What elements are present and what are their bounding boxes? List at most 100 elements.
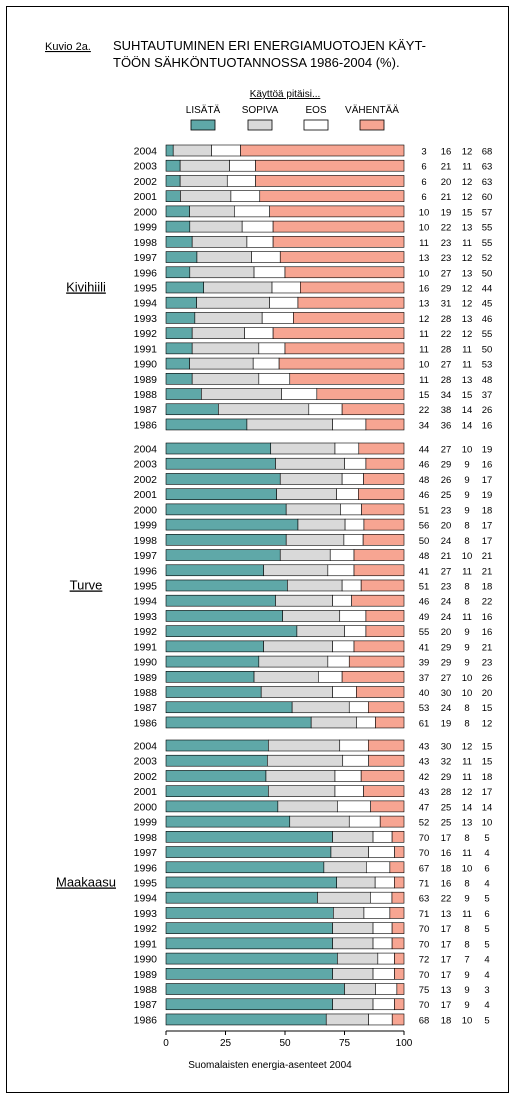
value-label: 6 <box>421 162 426 173</box>
value-label: 61 <box>419 718 430 729</box>
bar-segment-vähentää <box>363 518 405 531</box>
bar-segment-eos <box>229 159 256 172</box>
year-label: 1989 <box>134 969 158 981</box>
bar-segment-eos <box>258 372 291 385</box>
value-label: 42 <box>419 772 430 783</box>
year-label: 2000 <box>134 206 158 218</box>
bar-segment-sopiva <box>333 907 365 919</box>
value-label: 9 <box>464 894 469 905</box>
value-label: 10 <box>462 688 473 699</box>
year-label: 1987 <box>134 999 158 1011</box>
legend-label-1: LISÄTÄ <box>186 104 221 116</box>
value-label: 8 <box>464 597 469 608</box>
value-label: 29 <box>441 772 452 783</box>
year-label: 1994 <box>134 298 158 310</box>
value-label: 12 <box>462 329 473 340</box>
bar-segment-eos <box>336 488 359 500</box>
value-label: 14 <box>462 420 473 431</box>
bar-segment-lisätä <box>165 327 193 339</box>
group-kivihiili: 2004 3 16 12 68 2003 6 21 11 63 2002 6 20 12 63 2001 6 21… <box>66 144 493 431</box>
value-label: 52 <box>482 253 493 264</box>
bar-segment-vähentää <box>358 488 405 500</box>
year-label: 1994 <box>134 893 158 905</box>
value-label: 11 <box>462 612 472 623</box>
bar-segment-lisätä <box>165 418 248 431</box>
bar-segment-vähentää <box>341 403 405 416</box>
bar-segment-lisätä <box>165 403 219 416</box>
caption-label: Kuvio 2a. <box>45 41 91 53</box>
value-label: 8 <box>464 703 469 714</box>
bar-segment-sopiva <box>179 159 230 172</box>
year-label: 1992 <box>134 328 158 340</box>
bar-segment-lisätä <box>165 701 293 714</box>
bar-segment-lisätä <box>165 861 325 874</box>
value-label: 18 <box>482 505 493 516</box>
bar-segment-sopiva <box>189 220 243 233</box>
value-label: 16 <box>482 627 493 638</box>
bar-segment-sopiva <box>191 372 260 385</box>
year-label: 2001 <box>134 786 158 798</box>
value-label: 31 <box>441 299 452 310</box>
value-label: 63 <box>419 894 430 905</box>
value-label: 50 <box>419 536 430 547</box>
bar-segment-vähentää <box>391 891 405 904</box>
bar-segment-lisätä <box>165 846 332 858</box>
bar-segment-eos <box>365 861 391 874</box>
year-label: 1999 <box>134 817 158 829</box>
bar-segment-lisätä <box>165 937 333 950</box>
value-label: 5 <box>484 833 489 844</box>
year-label: 2003 <box>134 161 158 173</box>
year-label: 1987 <box>134 404 158 416</box>
value-label: 46 <box>419 460 430 471</box>
value-label: 11 <box>419 238 429 249</box>
bar-segment-vähentää <box>351 594 405 607</box>
value-label: 8 <box>464 924 469 935</box>
value-label: 68 <box>419 1015 430 1026</box>
value-label: 13 <box>441 985 452 996</box>
year-label: 2004 <box>134 741 158 753</box>
value-label: 25 <box>441 490 452 501</box>
value-label: 46 <box>419 597 430 608</box>
bar-segment-lisätä <box>165 534 287 546</box>
source-note: Suomalaisten energia-asenteet 2004 <box>188 1060 352 1071</box>
value-label: 5 <box>484 924 489 935</box>
value-label: 11 <box>462 162 472 173</box>
bar-segment-sopiva <box>191 327 245 339</box>
value-label: 22 <box>441 223 452 234</box>
year-label: 1995 <box>134 580 158 592</box>
value-label: 6 <box>484 863 489 874</box>
value-label: 13 <box>462 375 473 386</box>
bar-segment-sopiva <box>218 403 310 416</box>
bar-segment-lisätä <box>165 159 181 172</box>
bar-segment-sopiva <box>191 236 248 248</box>
value-label: 15 <box>482 742 493 753</box>
value-label: 28 <box>441 787 452 798</box>
bar-segment-lisätä <box>165 998 333 1011</box>
legend: LISÄTÄ SOPIVA EOS VÄHENTÄÄ <box>186 104 399 131</box>
bar-segment-vähentää <box>365 457 405 470</box>
year-label: 1986 <box>134 419 158 431</box>
bar-segment-lisätä <box>165 357 190 370</box>
bar-segment-eos <box>372 831 393 843</box>
bar-segment-sopiva <box>310 716 357 729</box>
value-label: 26 <box>482 405 493 416</box>
bar-segment-vähentää <box>389 861 405 874</box>
value-label: 3 <box>421 147 426 158</box>
value-label: 23 <box>441 505 452 516</box>
bar-segment-eos <box>261 312 294 324</box>
bar-segment-vähentää <box>278 357 405 370</box>
bar-segment-sopiva <box>275 457 345 470</box>
value-label: 4 <box>484 955 489 966</box>
value-label: 5 <box>484 894 489 905</box>
value-label: 9 <box>464 460 469 471</box>
value-label: 67 <box>419 863 430 874</box>
bar-segment-lisätä <box>165 770 267 782</box>
bar-segment-eos <box>308 403 343 416</box>
group-label-kivihiili: Kivihiili <box>66 279 106 294</box>
value-label: 28 <box>441 375 452 386</box>
bar-segment-sopiva <box>287 579 343 592</box>
value-label: 16 <box>482 612 493 623</box>
value-label: 3 <box>484 985 489 996</box>
value-label: 13 <box>462 818 473 829</box>
bar-segment-eos <box>251 251 281 263</box>
